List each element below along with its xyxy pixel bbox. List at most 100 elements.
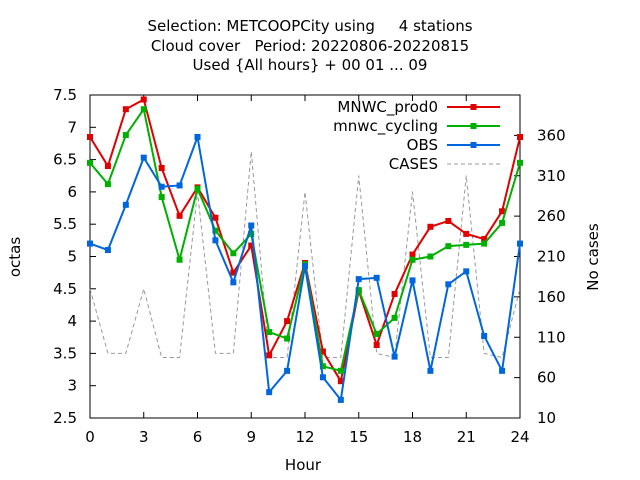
- chart-title-line-1: Selection: METCOOPCity using 4 stations: [147, 17, 473, 35]
- y2-tick-label: 310: [537, 167, 566, 185]
- y2-tick-label: 10: [537, 409, 556, 427]
- data-point-mnwc-cycling: [517, 159, 523, 166]
- data-point-mnwc-cycling: [194, 185, 201, 192]
- data-point-mnwc-prod0: [445, 217, 452, 224]
- y-tick-label: 5: [67, 248, 77, 266]
- data-point-mnwc-prod0: [499, 208, 506, 215]
- x-tick-label: 24: [510, 428, 529, 446]
- data-point-mnwc-prod0: [427, 223, 434, 230]
- data-point-mnwc-cycling: [122, 132, 129, 139]
- data-point-mnwc-prod0: [373, 342, 380, 349]
- data-point-mnwc-cycling: [266, 329, 273, 336]
- data-point-mnwc-prod0: [517, 133, 523, 140]
- data-point-mnwc-cycling: [87, 159, 93, 166]
- data-point-mnwc-prod0: [248, 242, 255, 249]
- data-point-obs: [87, 240, 93, 247]
- data-point-obs: [194, 133, 201, 140]
- data-point-obs: [409, 277, 416, 284]
- legend-marker-mnwc-prod0: [470, 104, 477, 110]
- series-mnwc-cycling: [87, 106, 523, 374]
- data-point-obs: [427, 367, 434, 374]
- data-point-obs: [122, 201, 129, 208]
- data-point-obs: [248, 222, 255, 229]
- data-point-obs: [481, 332, 488, 339]
- data-point-obs: [517, 240, 523, 247]
- data-point-mnwc-cycling: [158, 194, 165, 201]
- data-point-mnwc-prod0: [266, 352, 273, 359]
- data-point-obs: [176, 182, 183, 189]
- y-tick-label: 5.5: [53, 215, 77, 233]
- chart-title-line-3: Used {All hours} + 00 01 ... 09: [192, 56, 428, 74]
- data-point-mnwc-cycling: [391, 314, 398, 321]
- data-point-mnwc-prod0: [284, 318, 291, 325]
- data-point-obs: [140, 154, 147, 161]
- legend-label-obs: OBS: [407, 136, 438, 154]
- x-tick-label: 0: [85, 428, 95, 446]
- data-point-mnwc-cycling: [284, 335, 291, 342]
- x-axis-label: Hour: [285, 456, 322, 474]
- y-tick-label: 3.5: [53, 344, 77, 362]
- data-point-mnwc-cycling: [373, 331, 380, 338]
- data-point-mnwc-cycling: [445, 243, 452, 250]
- y-axis-label: octas: [6, 237, 24, 277]
- x-tick-label: 18: [403, 428, 422, 446]
- data-point-mnwc-cycling: [409, 256, 416, 263]
- series-obs: [87, 133, 523, 403]
- data-point-mnwc-cycling: [481, 240, 488, 247]
- data-point-mnwc-cycling: [463, 241, 470, 248]
- data-point-mnwc-cycling: [104, 181, 111, 188]
- x-tick-label: 3: [139, 428, 149, 446]
- data-point-mnwc-prod0: [481, 236, 488, 243]
- y-tick-label: 7.5: [53, 86, 77, 104]
- data-point-mnwc-prod0: [104, 163, 111, 170]
- legend-marker-mnwc-cycling: [470, 123, 477, 129]
- data-point-obs: [337, 396, 344, 403]
- data-point-mnwc-prod0: [319, 348, 326, 355]
- data-point-mnwc-cycling: [427, 253, 434, 260]
- data-point-obs: [463, 268, 470, 275]
- x-tick-label: 15: [349, 428, 368, 446]
- y-tick-label: 7: [67, 118, 77, 136]
- legend-label-cases: CASES: [389, 155, 438, 173]
- data-point-obs: [373, 274, 380, 281]
- y2-tick-label: 110: [537, 328, 566, 346]
- data-point-mnwc-prod0: [230, 269, 237, 276]
- data-point-mnwc-cycling: [319, 363, 326, 370]
- data-point-obs: [104, 247, 111, 254]
- data-point-obs: [319, 374, 326, 381]
- data-point-obs: [284, 367, 291, 374]
- legend-label-mnwc-prod0: MNWC_prod0: [337, 98, 438, 117]
- series-line-cases: [89, 151, 521, 358]
- data-point-obs: [212, 237, 219, 244]
- y-tick-label: 4.5: [53, 280, 77, 298]
- data-point-mnwc-cycling: [230, 250, 237, 257]
- y-tick-label: 2.5: [53, 409, 77, 427]
- data-point-mnwc-cycling: [176, 256, 183, 263]
- data-point-mnwc-prod0: [337, 378, 344, 385]
- data-point-mnwc-cycling: [355, 287, 362, 294]
- x-tick-label: 9: [246, 428, 256, 446]
- data-point-mnwc-prod0: [391, 290, 398, 297]
- data-point-mnwc-cycling: [212, 227, 219, 234]
- x-tick-label: 6: [193, 428, 203, 446]
- y-tick-label: 6.5: [53, 151, 77, 169]
- data-point-mnwc-cycling: [140, 106, 147, 113]
- data-point-mnwc-prod0: [409, 251, 416, 258]
- legend-marker-obs: [470, 142, 477, 148]
- data-point-obs: [391, 353, 398, 360]
- data-point-obs: [230, 279, 237, 286]
- data-point-mnwc-prod0: [87, 133, 93, 140]
- data-point-mnwc-cycling: [499, 219, 506, 226]
- data-point-obs: [158, 183, 165, 190]
- y2-tick-label: 260: [537, 207, 566, 225]
- y2-tick-label: 210: [537, 248, 566, 266]
- chart-title-line-2: Cloud cover Period: 20220806-20220815: [150, 37, 470, 55]
- y2-tick-label: 360: [537, 126, 566, 144]
- y2-tick-label: 60: [537, 369, 556, 387]
- data-point-mnwc-prod0: [212, 214, 219, 221]
- axis-ticks: 0 3 6 9 12 15 18 21 24 2.5 3 3.5 4 4.5 5 5.5 6 6.5 7 7.5 10 6…: [53, 86, 566, 446]
- data-point-obs: [302, 263, 308, 270]
- data-point-obs: [445, 281, 452, 288]
